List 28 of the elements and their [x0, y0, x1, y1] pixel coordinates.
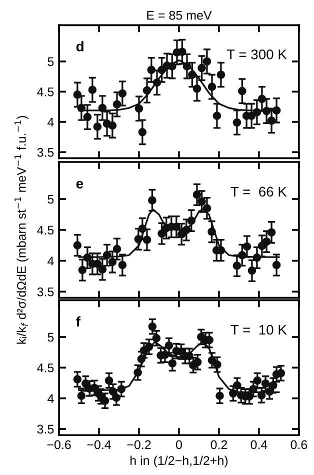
y-tick-label: 5 [48, 332, 54, 342]
y-tick-label: 3.5 [37, 287, 54, 296]
annotation: T = 66 K [230, 186, 287, 197]
x-tick-label: 0 [176, 440, 182, 450]
x-tick-label: −0.6 [47, 440, 71, 450]
y-tick-label: 3.5 [37, 424, 54, 434]
x-tick-label: −0.4 [87, 440, 111, 450]
annotation: T = 10 K [230, 324, 287, 335]
x-tick-label: 0.6 [290, 440, 308, 450]
y-tick-label: 4.5 [37, 364, 54, 372]
y-tick-label: 4 [48, 394, 54, 403]
y-tick-label: 4 [48, 256, 54, 266]
y-tick-label: 3.5 [37, 148, 54, 157]
y-tick-label: 4.5 [37, 88, 54, 96]
annotation: e [76, 180, 84, 188]
text: kᵢ/k$_{f}$ d²σ/dΩdE (mbarn st$^{−1}$ meV$^{−1}$ f.u.$^{−1}$) [14, 116, 28, 344]
y-tick-label: 4.5 [37, 226, 54, 235]
x-tick-label: 0.4 [250, 440, 268, 450]
x-tick-label: −0.2 [127, 440, 151, 450]
chart-title: E = 85 meV [147, 10, 212, 20]
y-tick-label: 5 [48, 57, 54, 66]
y-tick-label: 4 [48, 118, 54, 126]
y-tick-label: 5 [48, 194, 54, 204]
annotation: f [76, 316, 80, 326]
annotation: d [76, 41, 84, 52]
x-axis-title: h in (1/2−h,1/2+h) [130, 456, 228, 468]
annotation: T = 300 K [226, 49, 287, 60]
x-tick-label: 0.2 [210, 440, 228, 450]
